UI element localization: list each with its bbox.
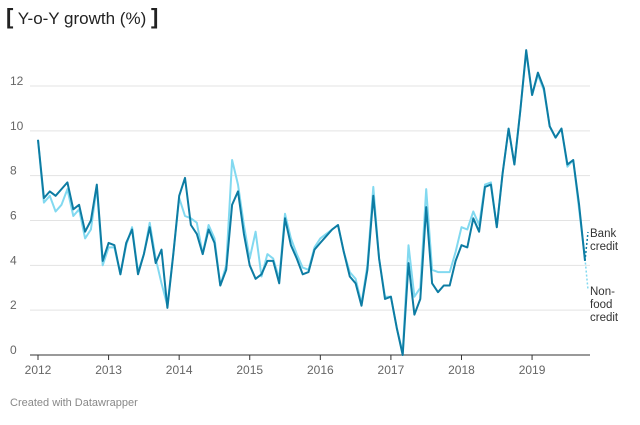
y-tick-label: 2 [10, 298, 17, 312]
y-tick-label: 10 [10, 119, 24, 133]
source: Created with Datawrapper [10, 397, 138, 409]
leader-line [584, 258, 589, 291]
legend-label: Non-food credit [590, 286, 619, 324]
x-tick-label: 2015 [236, 363, 263, 377]
chart-title: Y-o-Y growth (%) [17, 9, 147, 28]
line [37, 49, 586, 356]
x-tick-label: 2013 [95, 363, 122, 377]
x-tick-label: 2019 [519, 363, 546, 377]
x-tick-label: 2012 [25, 363, 52, 377]
x-tick-label: 2014 [166, 363, 193, 377]
y-tick-label: 8 [10, 164, 17, 178]
legend-label: Bank credit [590, 228, 619, 253]
y-tick-label: 0 [10, 343, 17, 357]
y-tick-label: 6 [10, 209, 17, 223]
y-tick-label: 12 [10, 74, 24, 88]
y-tick-label: 4 [10, 253, 17, 267]
x-tick-label: 2018 [448, 363, 475, 377]
x-tick-label: 2017 [378, 363, 405, 377]
x-tick-label: 2016 [307, 363, 334, 377]
title-block: [ Y-o-Y growth (%) ] [6, 4, 159, 29]
line [37, 51, 586, 354]
leader-line [584, 231, 589, 261]
